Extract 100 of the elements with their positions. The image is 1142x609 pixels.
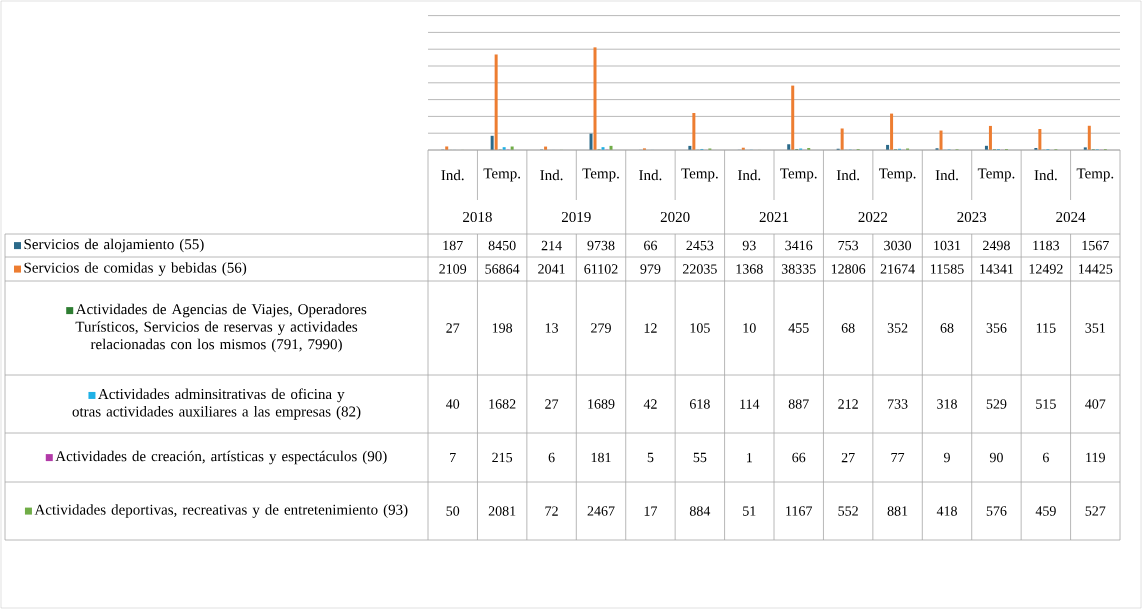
data-label: 66: [644, 240, 658, 251]
data-label: 529: [986, 399, 1007, 409]
data-label: 979: [640, 264, 661, 274]
data-label: 1567: [1082, 240, 1109, 251]
data-label: 1167: [786, 506, 813, 516]
data-label: 2041: [538, 264, 565, 274]
data-label: 11585: [931, 264, 964, 274]
data-label: 38335: [781, 264, 816, 274]
x-tick-label: Ind.: [639, 169, 662, 181]
data-label: 115: [1036, 323, 1056, 333]
x-tick-label: Ind.: [441, 169, 464, 181]
data-label: 12: [644, 323, 657, 333]
text: 2023: [957, 211, 987, 223]
data-label: 10: [743, 323, 756, 333]
data-label: 50: [446, 506, 460, 516]
data-label: 2109: [439, 264, 467, 274]
text: 2021: [759, 211, 789, 223]
data-label: 5: [647, 452, 654, 463]
data-label: 181: [591, 452, 611, 463]
data-label: 279: [591, 323, 611, 333]
data-label: 887: [788, 399, 809, 409]
data-label: 119: [1086, 452, 1105, 463]
data-label: 77: [891, 452, 905, 463]
data-label: 51: [743, 506, 756, 516]
data-label: 1682: [489, 399, 516, 409]
data-label: 212: [838, 399, 858, 409]
x-tick-label: Ind.: [540, 169, 563, 181]
legend-label: Servicios de alojamiento (55): [24, 238, 204, 253]
data-label: 12806: [831, 264, 866, 274]
data-label: 618: [689, 399, 710, 409]
data-label: 1: [747, 452, 752, 463]
data-label: 198: [492, 323, 513, 333]
data-label: 6: [548, 452, 555, 463]
x-tick-label: Temp.: [1076, 168, 1114, 182]
data-label: 12492: [1029, 264, 1063, 274]
text: 2022: [858, 211, 888, 223]
data-label: 93: [742, 240, 756, 251]
data-label: 68: [841, 323, 855, 333]
text: 2024: [1056, 211, 1086, 223]
text: 2019: [561, 211, 591, 223]
data-label: 61102: [584, 264, 618, 274]
data-label: 187: [443, 240, 463, 251]
data-label: 2081: [488, 506, 516, 516]
legend-label: Actividades adminsitrativas de oficina y otras actividades auxiliares a las empresas (82): [72, 388, 361, 420]
data-label: 515: [1036, 399, 1056, 409]
data-label: 40: [446, 399, 460, 409]
data-label: 22035: [682, 264, 717, 274]
data-label: 72: [545, 506, 558, 516]
data-label: 1368: [736, 264, 763, 274]
x-tick-label: Ind.: [935, 169, 958, 181]
legend-label: Actividades deportivas, recreativas y de entretenimiento (93): [34, 504, 408, 518]
x-tick-label: Temp.: [681, 168, 718, 182]
x-tick-label: Temp.: [879, 168, 916, 182]
data-label: 351: [1085, 323, 1105, 333]
legend-label: Actividades de Agencias de Viajes, Operadores Turísticos, Servicios de reservas y actividades relacionadas con los mismos (791, 7990): [75, 303, 367, 353]
legend-label: Actividades de creación, artísticas y espectáculos (90): [55, 450, 387, 465]
data-label: 27: [446, 323, 460, 333]
data-label: 576: [986, 506, 1007, 516]
data-label: 7: [450, 452, 456, 463]
data-label: 733: [888, 399, 908, 409]
data-label: 881: [887, 506, 908, 516]
data-label: 1183: [1033, 240, 1060, 251]
data-label: 1689: [588, 399, 615, 409]
data-label: 68: [940, 323, 954, 333]
x-tick-label: Temp.: [780, 168, 817, 182]
data-label: 114: [740, 399, 760, 409]
data-label: 14425: [1079, 264, 1113, 274]
data-label: 753: [838, 240, 859, 251]
x-tick-label: Temp.: [977, 168, 1015, 182]
data-label: 21674: [880, 264, 915, 274]
data-label: 352: [887, 323, 908, 333]
data-label: 2467: [587, 506, 615, 516]
data-label: 66: [792, 452, 806, 463]
data-label: 214: [541, 240, 562, 251]
data-label: 418: [936, 506, 957, 516]
data-label: 407: [1085, 399, 1106, 409]
data-label: 527: [1085, 506, 1106, 516]
data-label: 459: [1035, 506, 1056, 516]
data-label: 356: [986, 323, 1007, 333]
data-label: 14341: [980, 264, 1014, 274]
data-label: 8450: [488, 240, 516, 251]
data-label: 3030: [884, 240, 912, 251]
data-label: 884: [689, 506, 711, 516]
data-label: 56864: [485, 264, 520, 274]
x-tick-label: Ind.: [836, 169, 860, 181]
x-tick-label: Ind.: [737, 169, 761, 181]
data-label: 9: [943, 452, 950, 463]
text: 2020: [660, 211, 690, 223]
data-label: 2498: [983, 240, 1010, 251]
data-label: 13: [545, 323, 559, 333]
data-label: 55: [693, 452, 707, 463]
data-label: 42: [643, 399, 657, 409]
data-label: 1031: [934, 240, 961, 251]
data-label: 2453: [686, 240, 714, 251]
x-tick-label: Temp.: [483, 168, 521, 182]
data-label: 3416: [785, 240, 813, 251]
data-label: 318: [937, 399, 957, 409]
data-label: 27: [545, 399, 559, 409]
data-label: 6: [1042, 452, 1049, 463]
text: 2018: [463, 211, 492, 223]
